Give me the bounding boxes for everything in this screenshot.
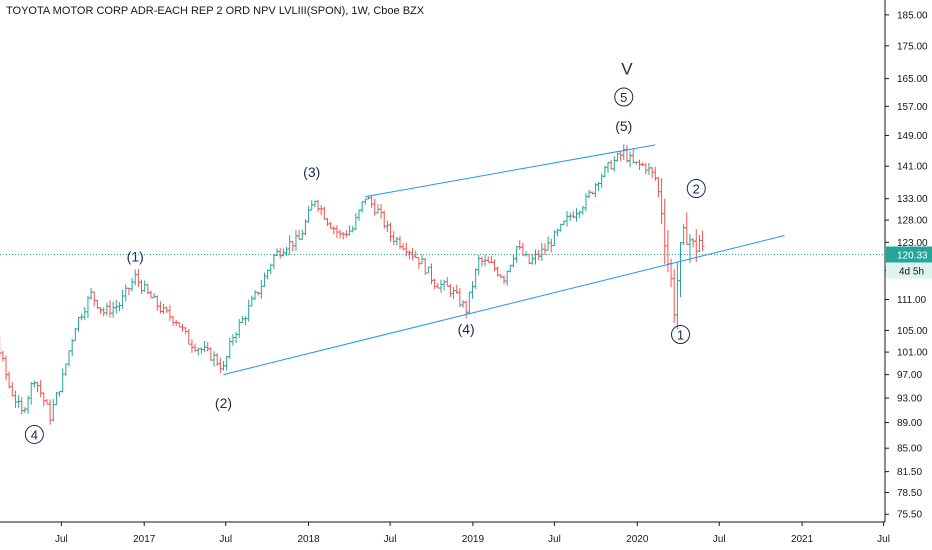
price-tick-label: 175.00: [897, 41, 928, 52]
time-tick-label: 2017: [133, 534, 156, 545]
svg-text:5: 5: [620, 90, 627, 105]
time-axis[interactable]: 2016Jul2017Jul2018Jul2019Jul2020Jul2021J…: [0, 521, 890, 545]
svg-text:(3): (3): [303, 164, 320, 180]
wave-labels: (1) (2) (3) (4) (5) 4 5 V 1 2: [24, 60, 706, 444]
svg-text:2: 2: [693, 181, 700, 196]
svg-text:(2): (2): [215, 395, 232, 411]
last-price-label: 120.33: [897, 251, 928, 262]
svg-text:1: 1: [677, 327, 684, 342]
upper-channel-trendline[interactable]: [365, 144, 656, 198]
price-tick-label: 81.50: [897, 467, 922, 478]
price-tick-label: 75.50: [897, 510, 922, 521]
price-tick-label: 149.00: [897, 131, 928, 142]
time-tick-label: Jul: [548, 534, 561, 545]
wave-label: (4): [458, 321, 475, 337]
price-tick-label: 93.00: [897, 394, 922, 405]
time-tick-label: 2020: [626, 534, 649, 545]
last-price-badge: [886, 246, 932, 263]
countdown-label: 4d 5h: [899, 267, 924, 278]
circled-wave-label: 2: [686, 178, 706, 198]
countdown-badge: [886, 262, 932, 279]
wave-label: V: [621, 60, 633, 79]
price-tick-label: 101.00: [897, 348, 928, 359]
svg-text:(1): (1): [127, 249, 144, 265]
price-tick-label: 157.00: [897, 102, 928, 113]
wave-label: (5): [615, 118, 632, 134]
time-tick-label: 2021: [791, 534, 814, 545]
price-tick-label: 97.00: [897, 370, 922, 381]
circled-wave-label: 5: [614, 87, 634, 107]
time-tick-label: Jul: [219, 534, 232, 545]
time-tick-label: Jul: [713, 534, 726, 545]
price-tick-label: 133.00: [897, 194, 928, 205]
circled-wave-label: 4: [24, 424, 44, 444]
svg-text:4: 4: [31, 427, 38, 442]
price-tick-label: 89.00: [897, 418, 922, 429]
time-tick-label: 2018: [297, 534, 320, 545]
ohlc-bar: [700, 230, 705, 251]
wave-label: (2): [215, 395, 232, 411]
wave-label: (3): [303, 164, 320, 180]
svg-text:(4): (4): [458, 321, 475, 337]
wave-label: (1): [127, 249, 144, 265]
time-tick-label: Jul: [877, 534, 890, 545]
price-tick-label: 165.00: [897, 74, 928, 85]
time-tick-label: Jul: [55, 534, 68, 545]
svg-text:V: V: [621, 60, 633, 79]
time-tick-label: 2019: [462, 534, 485, 545]
price-bars: [0, 144, 705, 425]
price-tick-label: 185.00: [897, 10, 928, 21]
time-tick-label: Jul: [384, 534, 397, 545]
price-tick-label: 128.00: [897, 216, 928, 227]
price-tick-label: 78.50: [897, 488, 922, 499]
price-tick-label: 141.00: [897, 162, 928, 173]
price-axis[interactable]: 185.00 175.00 165.00 157.00 149.00 141.00 133.…: [884, 0, 932, 522]
svg-text:(5): (5): [615, 118, 632, 134]
trendlines[interactable]: [223, 144, 785, 376]
price-tick-label: 85.00: [897, 444, 922, 455]
lower-channel-trendline[interactable]: [223, 235, 785, 376]
chart-title: TOYOTA MOTOR CORP ADR-EACH REP 2 ORD NPV…: [6, 5, 425, 17]
circled-wave-label: 1: [671, 324, 691, 344]
price-tick-label: 123.00: [897, 238, 928, 249]
price-tick-label: 105.00: [897, 326, 928, 337]
price-tick-label: 111.00: [897, 295, 927, 306]
